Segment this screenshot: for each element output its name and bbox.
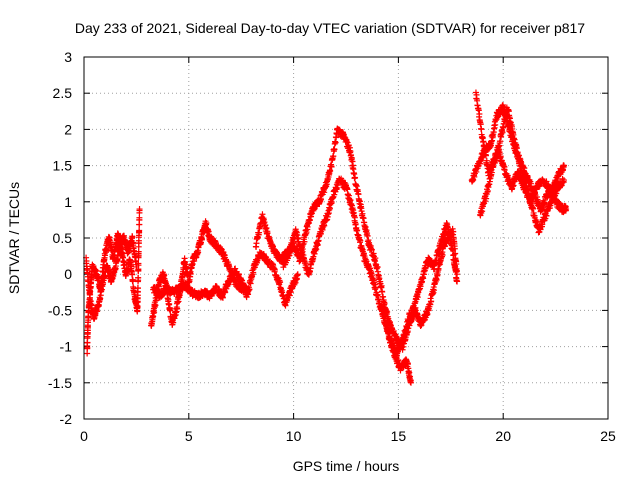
- data-point: [129, 234, 136, 241]
- data-point: [560, 162, 567, 169]
- data-point: [129, 278, 136, 285]
- data-point: [299, 248, 306, 255]
- data-point: [135, 274, 142, 281]
- data-point: [541, 199, 548, 206]
- y-tick-label: 1: [64, 194, 72, 210]
- data-point: [454, 278, 461, 285]
- y-tick-label: 0: [64, 266, 72, 282]
- x-tick-label: 15: [391, 428, 407, 444]
- data-point: [105, 267, 112, 274]
- x-tick-label: 10: [286, 428, 302, 444]
- data-point: [101, 252, 108, 259]
- data-point: [129, 271, 136, 278]
- data-point: [395, 356, 402, 363]
- data-point: [133, 263, 140, 270]
- data-point: [187, 270, 194, 277]
- data-point: [284, 297, 291, 304]
- data-point: [478, 126, 485, 133]
- data-point: [560, 177, 567, 184]
- data-point: [345, 142, 352, 149]
- axis-ticks: 0 5 10 15 20 25 -2 -1.5 -1 -0.5 0 0.5 1 1.5 2 2.5 3: [48, 49, 616, 444]
- data-point: [352, 174, 359, 181]
- data-point: [528, 200, 535, 207]
- data-point: [431, 287, 438, 294]
- data-point: [84, 324, 91, 331]
- data-point: [488, 169, 495, 176]
- data-point: [313, 246, 320, 253]
- plot-frame: [83, 56, 609, 420]
- y-tick-label: 3: [64, 49, 72, 65]
- data-point: [372, 284, 379, 291]
- x-tick-label: 5: [185, 428, 193, 444]
- data-point: [277, 279, 284, 286]
- x-axis-label: GPS time / hours: [293, 458, 400, 474]
- data-point: [167, 307, 174, 314]
- data-point: [482, 152, 489, 159]
- data-point: [356, 198, 363, 205]
- data-point: [136, 227, 143, 234]
- data-point: [563, 206, 570, 213]
- data-point: [134, 285, 141, 292]
- data-point: [287, 246, 294, 253]
- data-point: [454, 271, 461, 278]
- y-tick-label: 0.5: [53, 230, 73, 246]
- data-point: [439, 251, 446, 258]
- data-point: [407, 379, 414, 386]
- data-point: [219, 294, 226, 301]
- y-tick-label: -1: [60, 339, 73, 355]
- data-point: [428, 298, 435, 305]
- data-point: [399, 346, 406, 353]
- y-tick-label: -0.5: [48, 302, 72, 318]
- y-tick-label: -2: [60, 411, 73, 427]
- data-point: [321, 222, 328, 229]
- x-tick-label: 20: [495, 428, 511, 444]
- data-point: [174, 305, 181, 312]
- data-point: [136, 206, 143, 213]
- data-point: [294, 271, 301, 278]
- grid-lines: [84, 57, 608, 419]
- data-point: [282, 302, 289, 309]
- data-points: [83, 89, 570, 386]
- data-point: [357, 237, 364, 244]
- data-point: [170, 319, 177, 326]
- data-point: [264, 230, 271, 237]
- data-point: [289, 242, 296, 249]
- data-point: [476, 111, 483, 118]
- data-point: [246, 286, 253, 293]
- data-point: [222, 289, 229, 296]
- data-point: [328, 163, 335, 170]
- y-tick-label: 2.5: [53, 85, 73, 101]
- data-point: [378, 282, 385, 289]
- data-point: [203, 220, 210, 227]
- data-point: [301, 238, 308, 245]
- data-point: [441, 232, 448, 239]
- data-point: [87, 298, 94, 305]
- chart-title: Day 233 of 2021, Sidereal Day-to-day VTE…: [75, 20, 585, 36]
- y-axis-label: SDTVAR / TECUs: [6, 182, 22, 294]
- x-tick-label: 25: [600, 428, 616, 444]
- data-point: [330, 153, 337, 160]
- data-point: [364, 232, 371, 239]
- data-point: [368, 246, 375, 253]
- data-point: [513, 145, 520, 152]
- y-tick-label: 1.5: [53, 158, 73, 174]
- data-point: [104, 245, 111, 252]
- data-point: [450, 228, 457, 235]
- data-point: [151, 309, 158, 316]
- y-tick-label: -1.5: [48, 375, 72, 391]
- data-point: [331, 146, 338, 153]
- data-point: [372, 255, 379, 262]
- data-point: [88, 302, 95, 309]
- x-tick-label: 0: [80, 428, 88, 444]
- data-point: [497, 138, 504, 145]
- data-point: [499, 129, 506, 136]
- y-tick-label: 2: [64, 121, 72, 137]
